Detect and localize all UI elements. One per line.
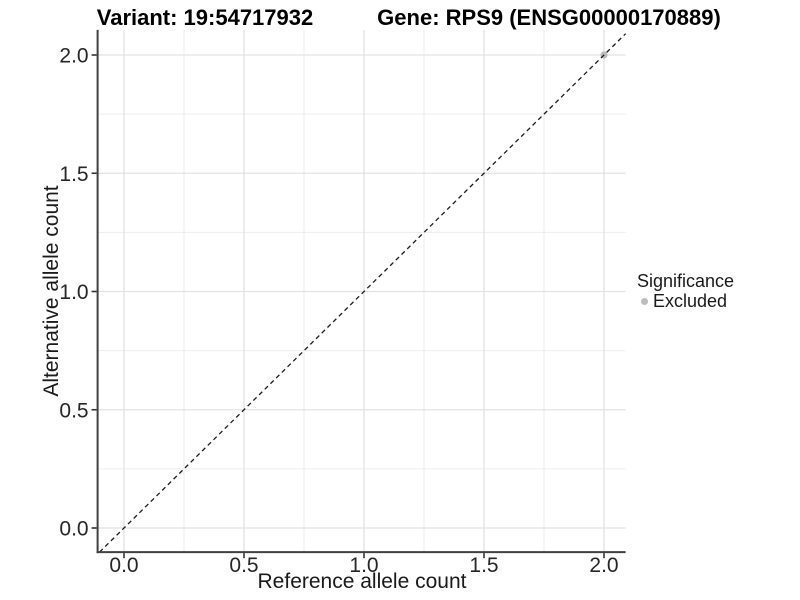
plot-title-gene: Gene: RPS9 (ENSG00000170889)	[377, 5, 721, 30]
x-axis-title: Reference allele count	[257, 570, 467, 593]
y-tick-label: 0.5	[59, 399, 88, 422]
y-tick-label: 2.0	[59, 45, 88, 68]
legend-point-icon	[641, 297, 648, 305]
y-axis-title: Alternative allele count	[40, 185, 63, 397]
y-tick-label: 0.0	[59, 518, 88, 541]
legend-item-excluded: Excluded	[637, 291, 734, 311]
x-tick-label: 2.0	[589, 554, 618, 577]
legend-item-label: Excluded	[653, 290, 728, 311]
y-tick-label: 1.0	[59, 281, 88, 304]
legend: Significance Excluded	[637, 272, 734, 311]
x-tick-label: 0.5	[229, 554, 258, 577]
x-tick-label: 1.0	[349, 554, 378, 577]
x-tick-label: 0.0	[109, 554, 138, 577]
identity-reference-line	[99, 33, 627, 553]
plot-title-variant: Variant: 19:54717932	[96, 5, 314, 30]
x-tick-label: 1.5	[469, 554, 498, 577]
legend-title: Significance	[637, 271, 735, 291]
y-tick-label: 1.5	[59, 163, 88, 186]
